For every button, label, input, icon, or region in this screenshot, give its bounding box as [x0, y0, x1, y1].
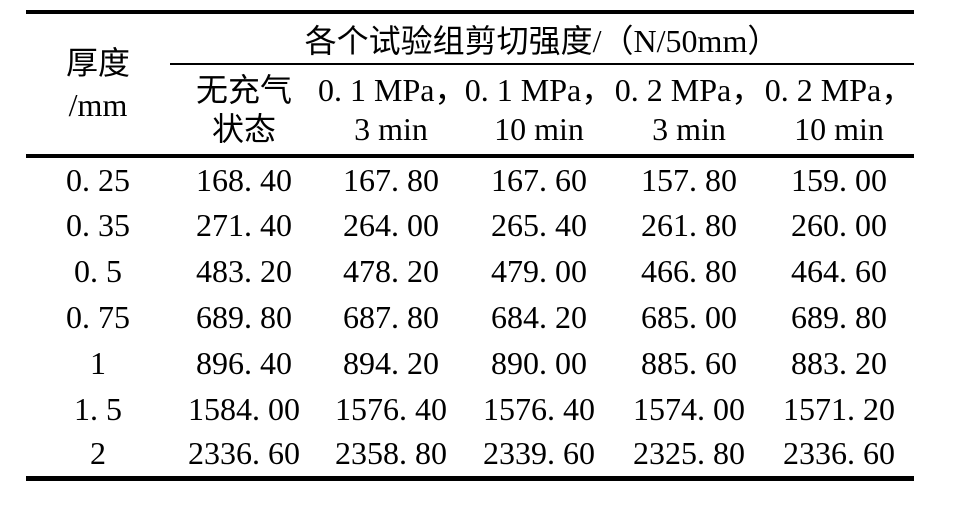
table-cell: 261. 80	[641, 206, 737, 243]
corner-header-line1: 厚度	[65, 45, 130, 81]
subheader-02mpa-10min: 0. 2 MPa， 10 min	[764, 64, 914, 158]
subheader-line2: 3 min	[354, 110, 428, 147]
table-row: 1. 5 1584. 00 1576. 40 1576. 40 1574. 00…	[26, 386, 914, 432]
subheader-line2: 3 min	[652, 110, 726, 147]
table-cell: 478. 20	[343, 252, 439, 289]
corner-header-line2: /mm	[68, 87, 128, 123]
table-cell: 896. 40	[196, 344, 292, 381]
table-cell: 890. 00	[491, 344, 587, 381]
subheader-line1: 0. 2 MPa，	[614, 71, 764, 108]
subheader-no-inflation: 无充气 状态	[170, 64, 318, 158]
row-thickness-value: 0. 35	[66, 206, 130, 243]
table-cell: 2358. 80	[335, 435, 447, 472]
subheader-line1: 0. 1 MPa，	[464, 71, 614, 108]
table-row: 0. 25 168. 40 167. 80 167. 60 157. 80 15…	[26, 156, 914, 202]
table-cell: 689. 80	[196, 298, 292, 335]
table-cell: 159. 00	[791, 161, 887, 198]
table-cell: 1576. 40	[335, 390, 447, 427]
subheader-01mpa-10min: 0. 1 MPa， 10 min	[464, 64, 614, 158]
row-thickness-value: 0. 25	[66, 161, 130, 198]
row-thickness-value: 0. 75	[66, 298, 130, 335]
subheader-line1: 0. 1 MPa，	[318, 71, 467, 108]
table-cell: 2336. 60	[783, 435, 895, 472]
table-row: 0. 35 271. 40 264. 00 265. 40 261. 80 26…	[26, 202, 914, 248]
table-cell: 1584. 00	[188, 390, 300, 427]
table-cell: 265. 40	[491, 206, 587, 243]
row-thickness-value: 1. 5	[74, 390, 122, 427]
header-row-conditions: 无充气 状态 0. 1 MPa， 3 min 0. 1 MPa， 10 min …	[26, 64, 914, 158]
subheader-02mpa-3min: 0. 2 MPa， 3 min	[614, 64, 764, 158]
table-cell: 264. 00	[343, 206, 439, 243]
table-cell: 157. 80	[641, 161, 737, 198]
shear-strength-table: 厚度 /mm 各个试验组剪切强度/（N/50mm） 无充气 状态 0. 1 MP…	[26, 10, 914, 481]
row-thickness-value: 0. 5	[74, 252, 122, 289]
subheader-line2: 状态	[211, 110, 276, 147]
table-row: 0. 5 483. 20 478. 20 479. 00 466. 80 464…	[26, 248, 914, 294]
table-cell: 168. 40	[196, 161, 292, 198]
table-cell: 479. 00	[491, 252, 587, 289]
span-header-shear-strength: 各个试验组剪切强度/（N/50mm）	[170, 12, 914, 65]
table-cell: 883. 20	[791, 344, 887, 381]
table-cell: 1571. 20	[783, 390, 895, 427]
row-thickness-value: 1	[90, 344, 106, 381]
table-cell: 483. 20	[196, 252, 292, 289]
subheader-line1: 无充气	[195, 71, 292, 108]
table-cell: 260. 00	[791, 206, 887, 243]
subheader-line1: 0. 2 MPa，	[764, 71, 914, 108]
corner-header-thickness: 厚度 /mm	[26, 12, 170, 158]
table-cell: 1576. 40	[483, 390, 595, 427]
table-cell: 684. 20	[491, 298, 587, 335]
table-cell: 1574. 00	[633, 390, 745, 427]
table-cell: 2325. 80	[633, 435, 745, 472]
table-cell: 2339. 60	[483, 435, 595, 472]
table-row: 2 2336. 60 2358. 80 2339. 60 2325. 80 23…	[26, 432, 914, 478]
subheader-01mpa-3min: 0. 1 MPa， 3 min	[318, 64, 467, 158]
table-row: 1 896. 40 894. 20 890. 00 885. 60 883. 2…	[26, 340, 914, 386]
table-cell: 885. 60	[641, 344, 737, 381]
table-cell: 685. 00	[641, 298, 737, 335]
table-row: 0. 75 689. 80 687. 80 684. 20 685. 00 68…	[26, 294, 914, 340]
row-thickness-value: 2	[90, 435, 106, 472]
table-cell: 689. 80	[791, 298, 887, 335]
table-cell: 464. 60	[791, 252, 887, 289]
table-cell: 271. 40	[196, 206, 292, 243]
subheader-line2: 10 min	[794, 110, 884, 147]
table-cell: 894. 20	[343, 344, 439, 381]
table-cell: 466. 80	[641, 252, 737, 289]
table-cell: 2336. 60	[188, 435, 300, 472]
header-row-group: 厚度 /mm 各个试验组剪切强度/（N/50mm）	[26, 12, 914, 158]
table-cell: 687. 80	[343, 298, 439, 335]
subheader-line2: 10 min	[494, 110, 584, 147]
table-cell: 167. 60	[491, 161, 587, 198]
table-cell: 167. 80	[343, 161, 439, 198]
